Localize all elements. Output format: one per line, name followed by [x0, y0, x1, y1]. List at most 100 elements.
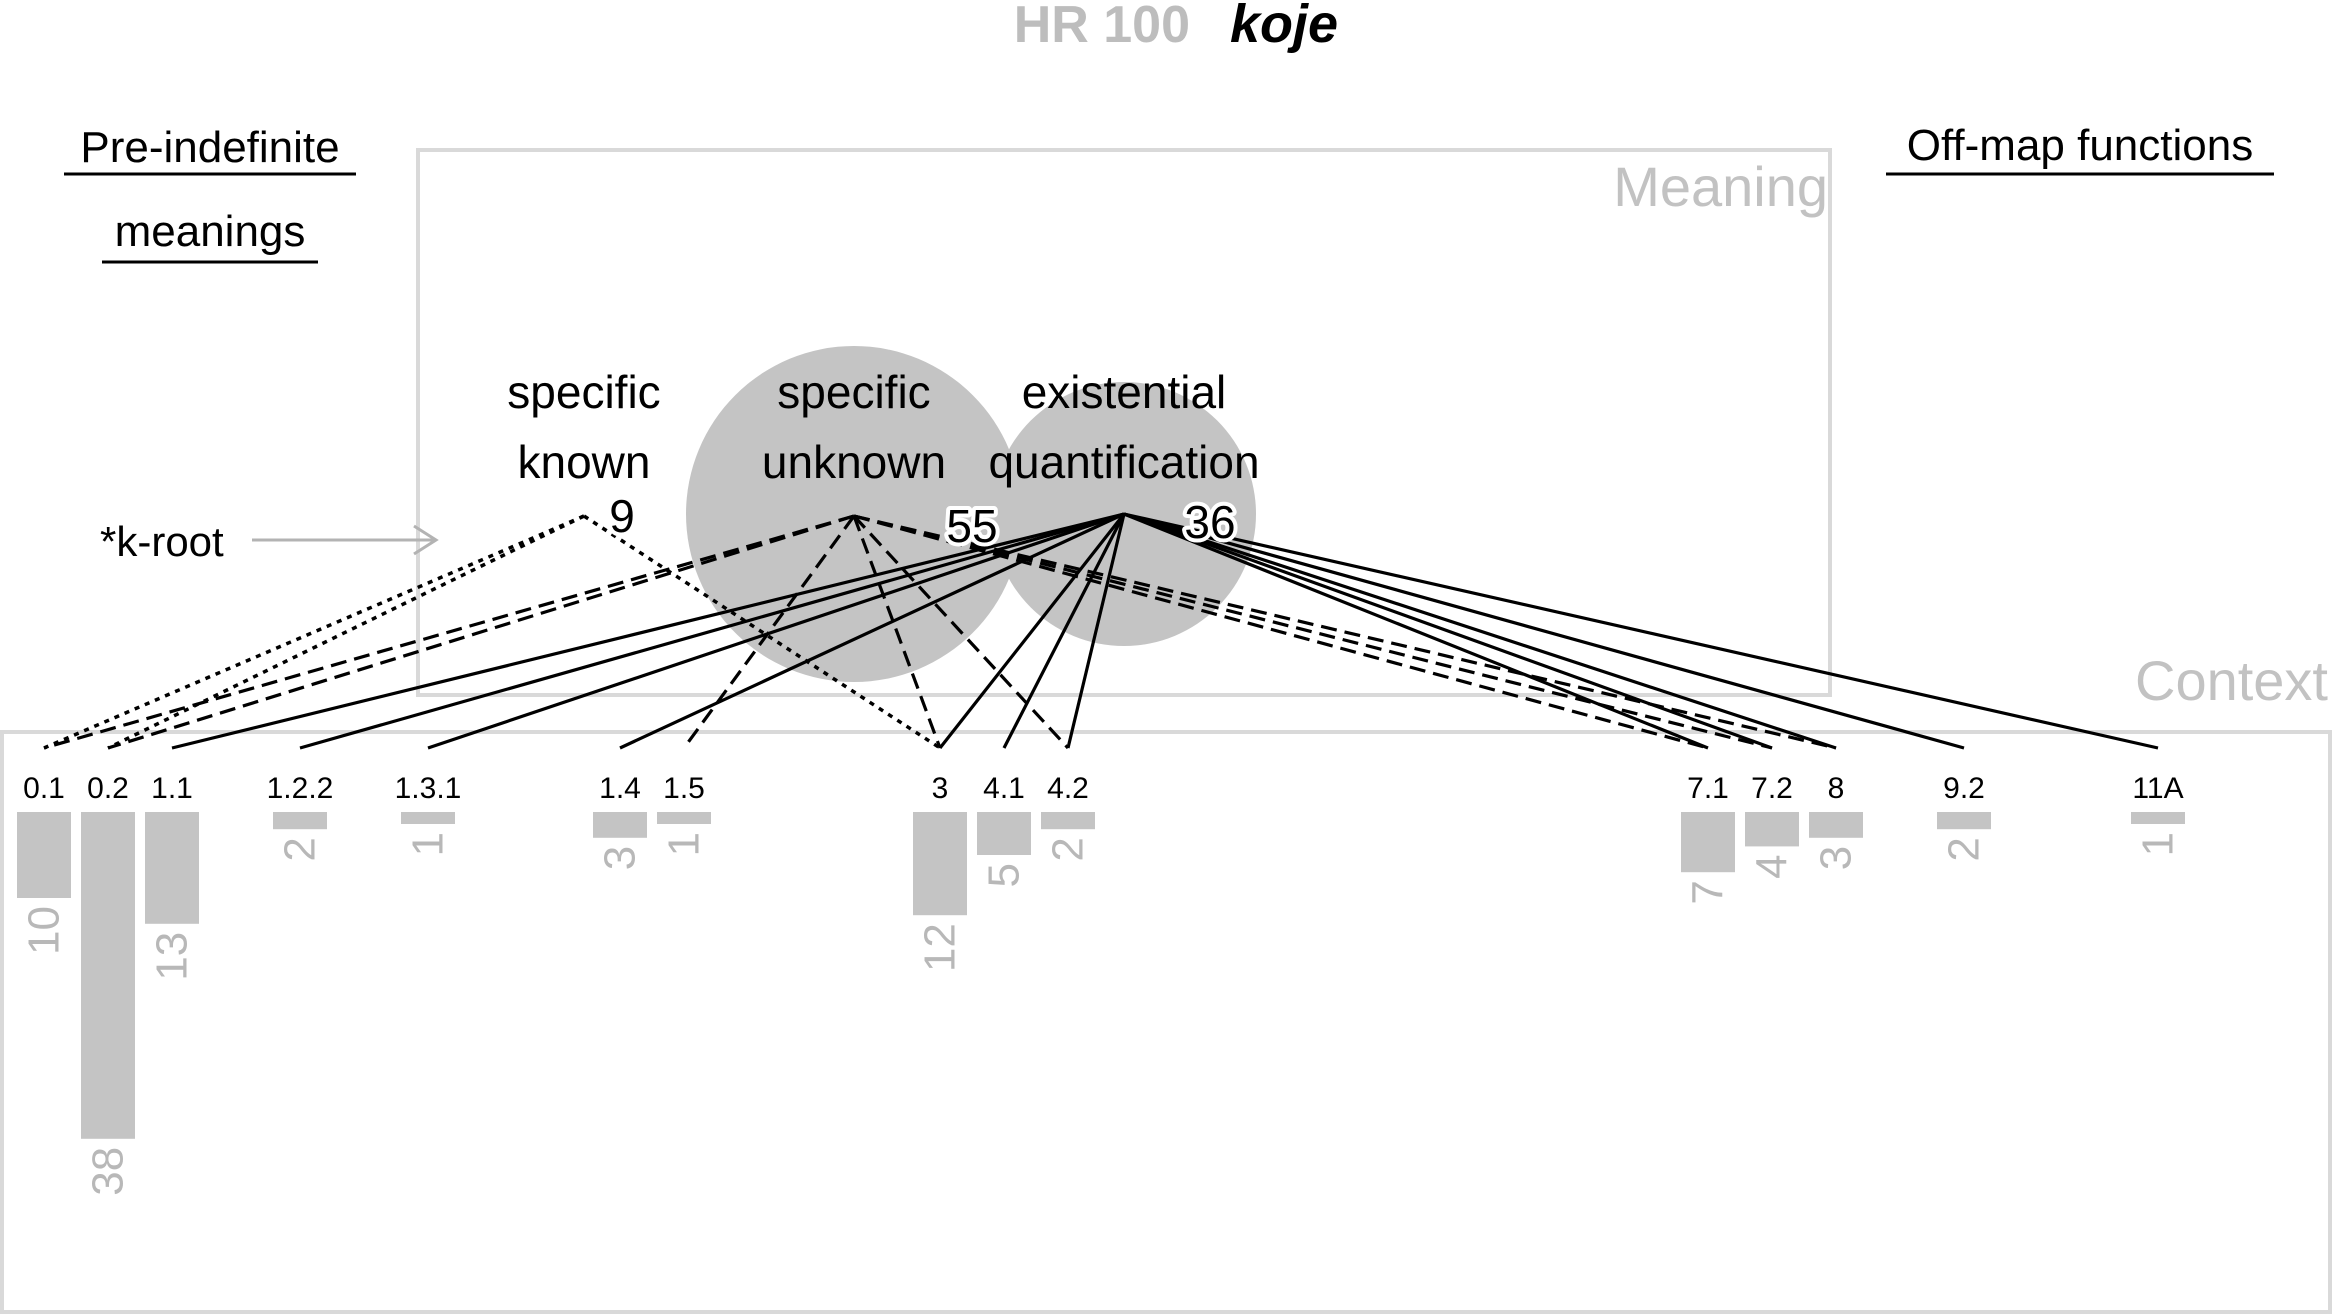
link-su-c71: [853, 514, 1709, 750]
context-c71: 7.17: [1681, 772, 1735, 905]
context-bar: [657, 812, 711, 824]
context-count: 12: [916, 923, 965, 972]
meaning-label-su-line-1: specific: [777, 366, 930, 418]
context-label: 1.5: [663, 772, 705, 805]
link-eq-c11: [171, 512, 1125, 750]
link-eq-c14: [619, 512, 1125, 750]
context-label: 4.1: [983, 772, 1025, 805]
context-label: 1.1: [151, 772, 193, 805]
context-count: 4: [1748, 854, 1797, 878]
context-label: 3: [932, 772, 949, 805]
meaning-label-eq-line-1: existential: [1022, 366, 1227, 418]
context-count: 2: [1940, 837, 1989, 861]
context-c3: 3 12: [913, 772, 967, 972]
context-label: 11A: [2132, 772, 2183, 805]
context-count: 3: [596, 846, 645, 870]
k-root-label: *k-root: [100, 518, 224, 565]
link-su-c02: [107, 514, 855, 750]
pre-indefinite-header: Pre-indefinite meanings: [64, 123, 356, 264]
context-label: 4.2: [1047, 772, 1089, 805]
link-eq-c3: [938, 513, 1126, 749]
context-bar: [1745, 812, 1799, 847]
link-sk-c02: [107, 514, 585, 750]
link-eq-c42: [1066, 513, 1126, 749]
context-bar: [1809, 812, 1863, 838]
context-c11: 1.1 13: [145, 772, 199, 981]
off-map-header-text: Off-map functions: [1907, 121, 2253, 170]
context-bar: [2131, 812, 2185, 824]
context-c11A: 11A 1: [2131, 772, 2185, 856]
context-c122: 1.2.2 2: [267, 772, 334, 862]
context-count: 7: [1684, 880, 1733, 904]
meaning-panel: [416, 148, 1832, 697]
link-su-c3: [852, 515, 942, 749]
link-eq-c122: [299, 512, 1125, 750]
link-eq-c11A: [1123, 512, 2159, 750]
meaning-label-su-line-2: unknown: [762, 436, 946, 488]
context-label: 1.2.2: [267, 772, 334, 805]
pre-indefinite-header-line-1: Pre-indefinite: [80, 123, 339, 172]
context-count: 5: [980, 863, 1029, 887]
context-bar: [593, 812, 647, 838]
context-count: 1: [2134, 832, 2183, 856]
context-c14: 1.43: [593, 772, 647, 870]
context-bar: [17, 812, 71, 898]
context-bar: [977, 812, 1031, 855]
meaning-context-links: [43, 512, 2159, 750]
meaning-panel-label: Meaning: [1613, 155, 1828, 218]
context-bar: [913, 812, 967, 916]
link-su-c8: [853, 514, 1837, 750]
meaning-count-eq: 36: [1184, 496, 1235, 548]
context-bar: [1681, 812, 1735, 873]
context-bars: 0.1100.2381.1131.2.221.3.111.431.513124.…: [17, 772, 2185, 1196]
context-count: 1: [404, 832, 453, 856]
k-root-arrow: [252, 524, 439, 556]
context-bar: [273, 812, 327, 830]
link-sk-c3: [583, 514, 941, 750]
context-count: 13: [148, 932, 197, 981]
context-label: 0.2: [87, 772, 129, 805]
link-eq-c72: [1123, 512, 1773, 750]
link-eq-c71: [1123, 512, 1709, 750]
context-label: 1.4: [599, 772, 641, 805]
title-word: koje: [1230, 0, 1338, 54]
context-c02: 0.2 38: [81, 772, 135, 1196]
meaning-label-sk-line-1: specific: [507, 366, 660, 418]
meaning-label-sk-line-2: known: [518, 436, 651, 488]
meaning-count-sk: 9: [609, 490, 635, 542]
context-label: 7.1: [1687, 772, 1729, 805]
context-c42: 4.22: [1041, 772, 1095, 862]
context-bar: [1937, 812, 1991, 830]
context-c41: 4.15: [977, 772, 1031, 887]
pre-indefinite-header-line-2: meanings: [115, 207, 306, 256]
context-c92: 9.22: [1937, 772, 1991, 862]
context-count: 1: [660, 832, 709, 856]
context-count: 38: [84, 1147, 133, 1196]
title-code: HR 100: [1014, 0, 1190, 54]
context-label: 9.2: [1943, 772, 1985, 805]
link-eq-c8: [1123, 512, 1837, 750]
link-eq-c92: [1123, 512, 1965, 750]
meaning-label-eq-line-2: quantification: [988, 436, 1259, 488]
meaning-circle-su: [686, 346, 1022, 682]
link-eq-c131: [427, 512, 1125, 750]
context-bar: [81, 812, 135, 1139]
context-label: 1.3.1: [395, 772, 462, 805]
context-bar: [401, 812, 455, 824]
context-panel: [0, 730, 2332, 1314]
context-label: 7.2: [1751, 772, 1793, 805]
context-c72: 7.24: [1745, 772, 1799, 879]
context-c8: 83: [1809, 772, 1863, 870]
link-su-c42: [852, 514, 1070, 750]
context-count: 2: [1044, 837, 1093, 861]
context-count: 10: [20, 906, 69, 955]
k-root-arrow-head: [413, 524, 439, 556]
context-count: 3: [1812, 846, 1861, 870]
off-map-header: Off-map functions: [1886, 121, 2274, 176]
context-bar: [145, 812, 199, 924]
meaning-count-su: 55: [946, 500, 997, 552]
context-c01: 0.1 10: [17, 772, 71, 955]
context-label: 8: [1828, 772, 1845, 805]
